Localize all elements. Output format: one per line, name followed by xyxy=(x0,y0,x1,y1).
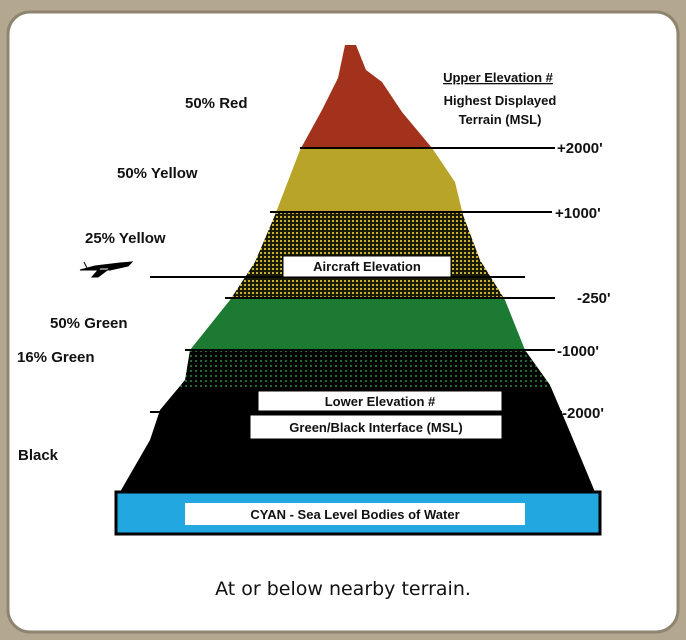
level-label: -1000' xyxy=(557,343,599,360)
level-label: +2000' xyxy=(557,140,603,157)
lower-label: Green/Black Interface (MSL) xyxy=(289,420,462,435)
left-label: Black xyxy=(18,447,59,464)
level-label: +1000' xyxy=(555,205,601,222)
lower-label: Lower Elevation # xyxy=(325,394,436,409)
level-label: -250' xyxy=(577,290,611,307)
left-label: 50% Red xyxy=(185,95,248,112)
water-label: CYAN - Sea Level Bodies of Water xyxy=(250,507,459,522)
aircraft-label: Aircraft Elevation xyxy=(313,259,421,274)
upper-title: Upper Elevation # xyxy=(443,70,554,85)
level-label: -2000' xyxy=(562,405,604,422)
left-label: 50% Green xyxy=(50,315,128,332)
page: Aircraft Elevation Lower Elevation # Gre… xyxy=(0,0,686,640)
left-label: 50% Yellow xyxy=(117,165,198,182)
upper-line: Highest Displayed xyxy=(444,93,557,108)
upper-line: Terrain (MSL) xyxy=(459,112,542,127)
left-label: 16% Green xyxy=(17,349,95,366)
left-label: 25% Yellow xyxy=(85,230,166,247)
caption: At or below nearby terrain. xyxy=(215,578,471,600)
